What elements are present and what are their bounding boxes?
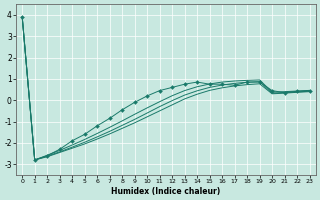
X-axis label: Humidex (Indice chaleur): Humidex (Indice chaleur) (111, 187, 220, 196)
